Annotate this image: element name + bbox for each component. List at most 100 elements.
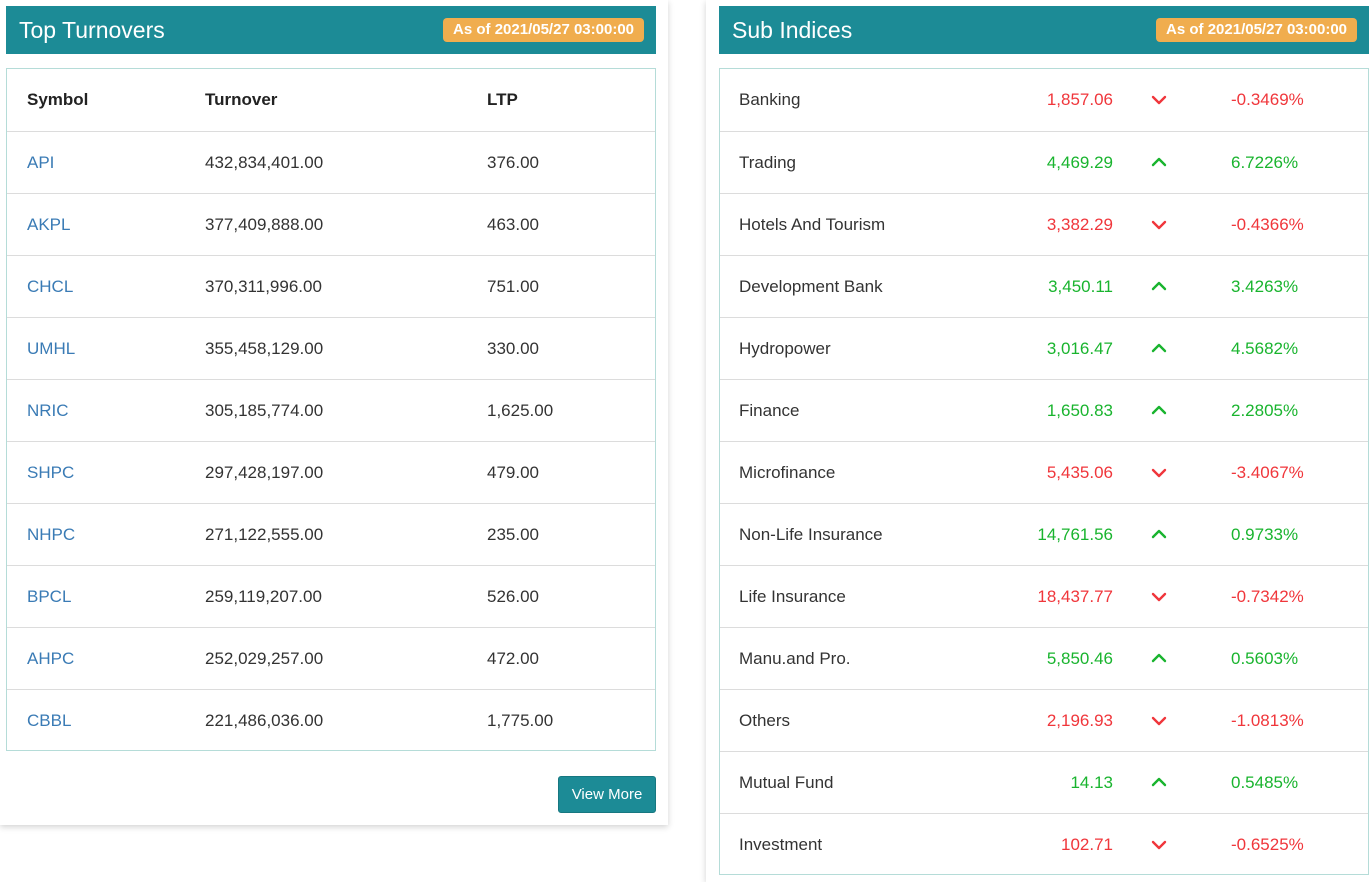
table-row: UMHL 355,458,129.00 330.00 (7, 317, 655, 379)
sub-indices-asof-badge: As of 2021/05/27 03:00:00 (1156, 18, 1357, 42)
sub-indices-panel: Sub Indices As of 2021/05/27 03:00:00 Ba… (706, 0, 1372, 882)
turnover-value: 355,458,129.00 (205, 339, 324, 358)
table-header-row: Symbol Turnover LTP (7, 69, 655, 131)
ltp-value: 472.00 (487, 649, 539, 668)
sub-index-change: 0.9733% (1231, 525, 1299, 544)
list-item: Trading 4,469.29 6.7226% (720, 131, 1368, 193)
ltp-value: 479.00 (487, 463, 539, 482)
top-turnovers-table: Symbol Turnover LTP API 432,834,401.00 376… (6, 68, 656, 751)
symbol-link[interactable]: SHPC (27, 463, 75, 482)
symbol-link[interactable]: CHCL (27, 277, 74, 296)
symbol-link[interactable]: CBBL (27, 711, 72, 730)
turnover-value: 377,409,888.00 (205, 215, 324, 234)
sub-index-name: Development Bank (739, 277, 883, 296)
symbol-link[interactable]: API (27, 153, 55, 172)
table-row: NRIC 305,185,774.00 1,625.00 (7, 379, 655, 441)
top-turnovers-title: Top Turnovers (19, 17, 165, 43)
sub-index-change: -0.4366% (1231, 215, 1304, 234)
chevron-up-icon (1146, 504, 1172, 566)
symbol-link[interactable]: AKPL (27, 215, 71, 234)
sub-index-change: 3.4263% (1231, 277, 1299, 296)
sub-index-change: 0.5485% (1231, 773, 1299, 792)
chevron-down-icon (1146, 566, 1172, 628)
column-header-symbol: Symbol (27, 90, 89, 109)
ltp-value: 1,775.00 (487, 711, 554, 730)
symbol-link[interactable]: BPCL (27, 587, 72, 606)
column-header-turnover: Turnover (205, 90, 278, 109)
top-turnovers-asof-badge: As of 2021/05/27 03:00:00 (443, 18, 644, 42)
turnover-value: 432,834,401.00 (205, 153, 324, 172)
list-item: Development Bank 3,450.11 3.4263% (720, 255, 1368, 317)
symbol-link[interactable]: AHPC (27, 649, 75, 668)
sub-index-name: Mutual Fund (739, 773, 834, 792)
chevron-up-icon (1146, 380, 1172, 442)
sub-index-change: -0.3469% (1231, 90, 1304, 109)
sub-index-change: -1.0813% (1231, 711, 1304, 730)
sub-index-value: 18,437.77 (1037, 587, 1113, 606)
view-more-button[interactable]: View More (558, 776, 656, 813)
sub-index-value: 1,857.06 (1046, 90, 1113, 109)
sub-index-value: 4,469.29 (1046, 153, 1113, 172)
chevron-up-icon (1146, 256, 1172, 318)
sub-index-name: Non-Life Insurance (739, 525, 883, 544)
chevron-down-icon (1146, 69, 1172, 131)
table-row: SHPC 297,428,197.00 479.00 (7, 441, 655, 503)
table-row: AKPL 377,409,888.00 463.00 (7, 193, 655, 255)
sub-index-name: Microfinance (739, 463, 836, 482)
sub-index-change: 4.5682% (1231, 339, 1299, 358)
chevron-down-icon (1146, 194, 1172, 256)
sub-index-name: Others (739, 711, 791, 730)
sub-index-change: 6.7226% (1231, 153, 1299, 172)
sub-index-change: -0.6525% (1231, 835, 1304, 854)
chevron-down-icon (1146, 442, 1172, 504)
sub-index-value: 5,435.06 (1046, 463, 1113, 482)
chevron-up-icon (1146, 132, 1172, 194)
sub-index-name: Hotels And Tourism (739, 215, 886, 234)
table-row: CBBL 221,486,036.00 1,775.00 (7, 689, 655, 751)
list-item: Others 2,196.93 -1.0813% (720, 689, 1368, 751)
chevron-down-icon (1146, 814, 1172, 876)
sub-index-name: Trading (739, 153, 797, 172)
column-header-ltp: LTP (487, 90, 518, 109)
turnover-value: 221,486,036.00 (205, 711, 324, 730)
sub-index-change: -3.4067% (1231, 463, 1304, 482)
list-item: Non-Life Insurance 14,761.56 0.9733% (720, 503, 1368, 565)
sub-indices-table: Banking 1,857.06 -0.3469% Trading 4,469.29 6.… (719, 68, 1369, 875)
sub-index-change: 0.5603% (1231, 649, 1299, 668)
turnover-value: 305,185,774.00 (205, 401, 324, 420)
chevron-down-icon (1146, 690, 1172, 752)
sub-index-name: Manu.and Pro. (739, 649, 851, 668)
symbol-link[interactable]: NHPC (27, 525, 76, 544)
sub-index-value: 3,016.47 (1046, 339, 1113, 358)
turnover-value: 252,029,257.00 (205, 649, 324, 668)
sub-index-name: Life Insurance (739, 587, 846, 606)
list-item: Finance 1,650.83 2.2805% (720, 379, 1368, 441)
list-item: Investment 102.71 -0.6525% (720, 813, 1368, 875)
ltp-value: 1,625.00 (487, 401, 554, 420)
sub-index-name: Hydropower (739, 339, 831, 358)
ltp-value: 235.00 (487, 525, 539, 544)
table-row: AHPC 252,029,257.00 472.00 (7, 627, 655, 689)
sub-index-value: 102.71 (1061, 835, 1113, 854)
sub-index-name: Banking (739, 90, 801, 109)
turnover-value: 370,311,996.00 (205, 277, 322, 296)
ltp-value: 526.00 (487, 587, 539, 606)
top-turnovers-panel: Top Turnovers As of 2021/05/27 03:00:00 … (0, 0, 668, 825)
symbol-link[interactable]: NRIC (27, 401, 69, 420)
turnover-value: 259,119,207.00 (205, 587, 322, 606)
turnover-value: 297,428,197.00 (205, 463, 324, 482)
sub-index-name: Finance (739, 401, 800, 420)
sub-index-value: 5,850.46 (1046, 649, 1113, 668)
list-item: Mutual Fund 14.13 0.5485% (720, 751, 1368, 813)
chevron-up-icon (1146, 318, 1172, 380)
list-item: Manu.and Pro. 5,850.46 0.5603% (720, 627, 1368, 689)
sub-indices-header: Sub Indices As of 2021/05/27 03:00:00 (719, 6, 1369, 54)
sub-index-name: Investment (739, 835, 823, 854)
ltp-value: 751.00 (487, 277, 539, 296)
symbol-link[interactable]: UMHL (27, 339, 76, 358)
list-item: Hotels And Tourism 3,382.29 -0.4366% (720, 193, 1368, 255)
sub-indices-title: Sub Indices (732, 17, 853, 43)
table-row: BPCL 259,119,207.00 526.00 (7, 565, 655, 627)
chevron-up-icon (1146, 752, 1172, 814)
ltp-value: 330.00 (487, 339, 539, 358)
